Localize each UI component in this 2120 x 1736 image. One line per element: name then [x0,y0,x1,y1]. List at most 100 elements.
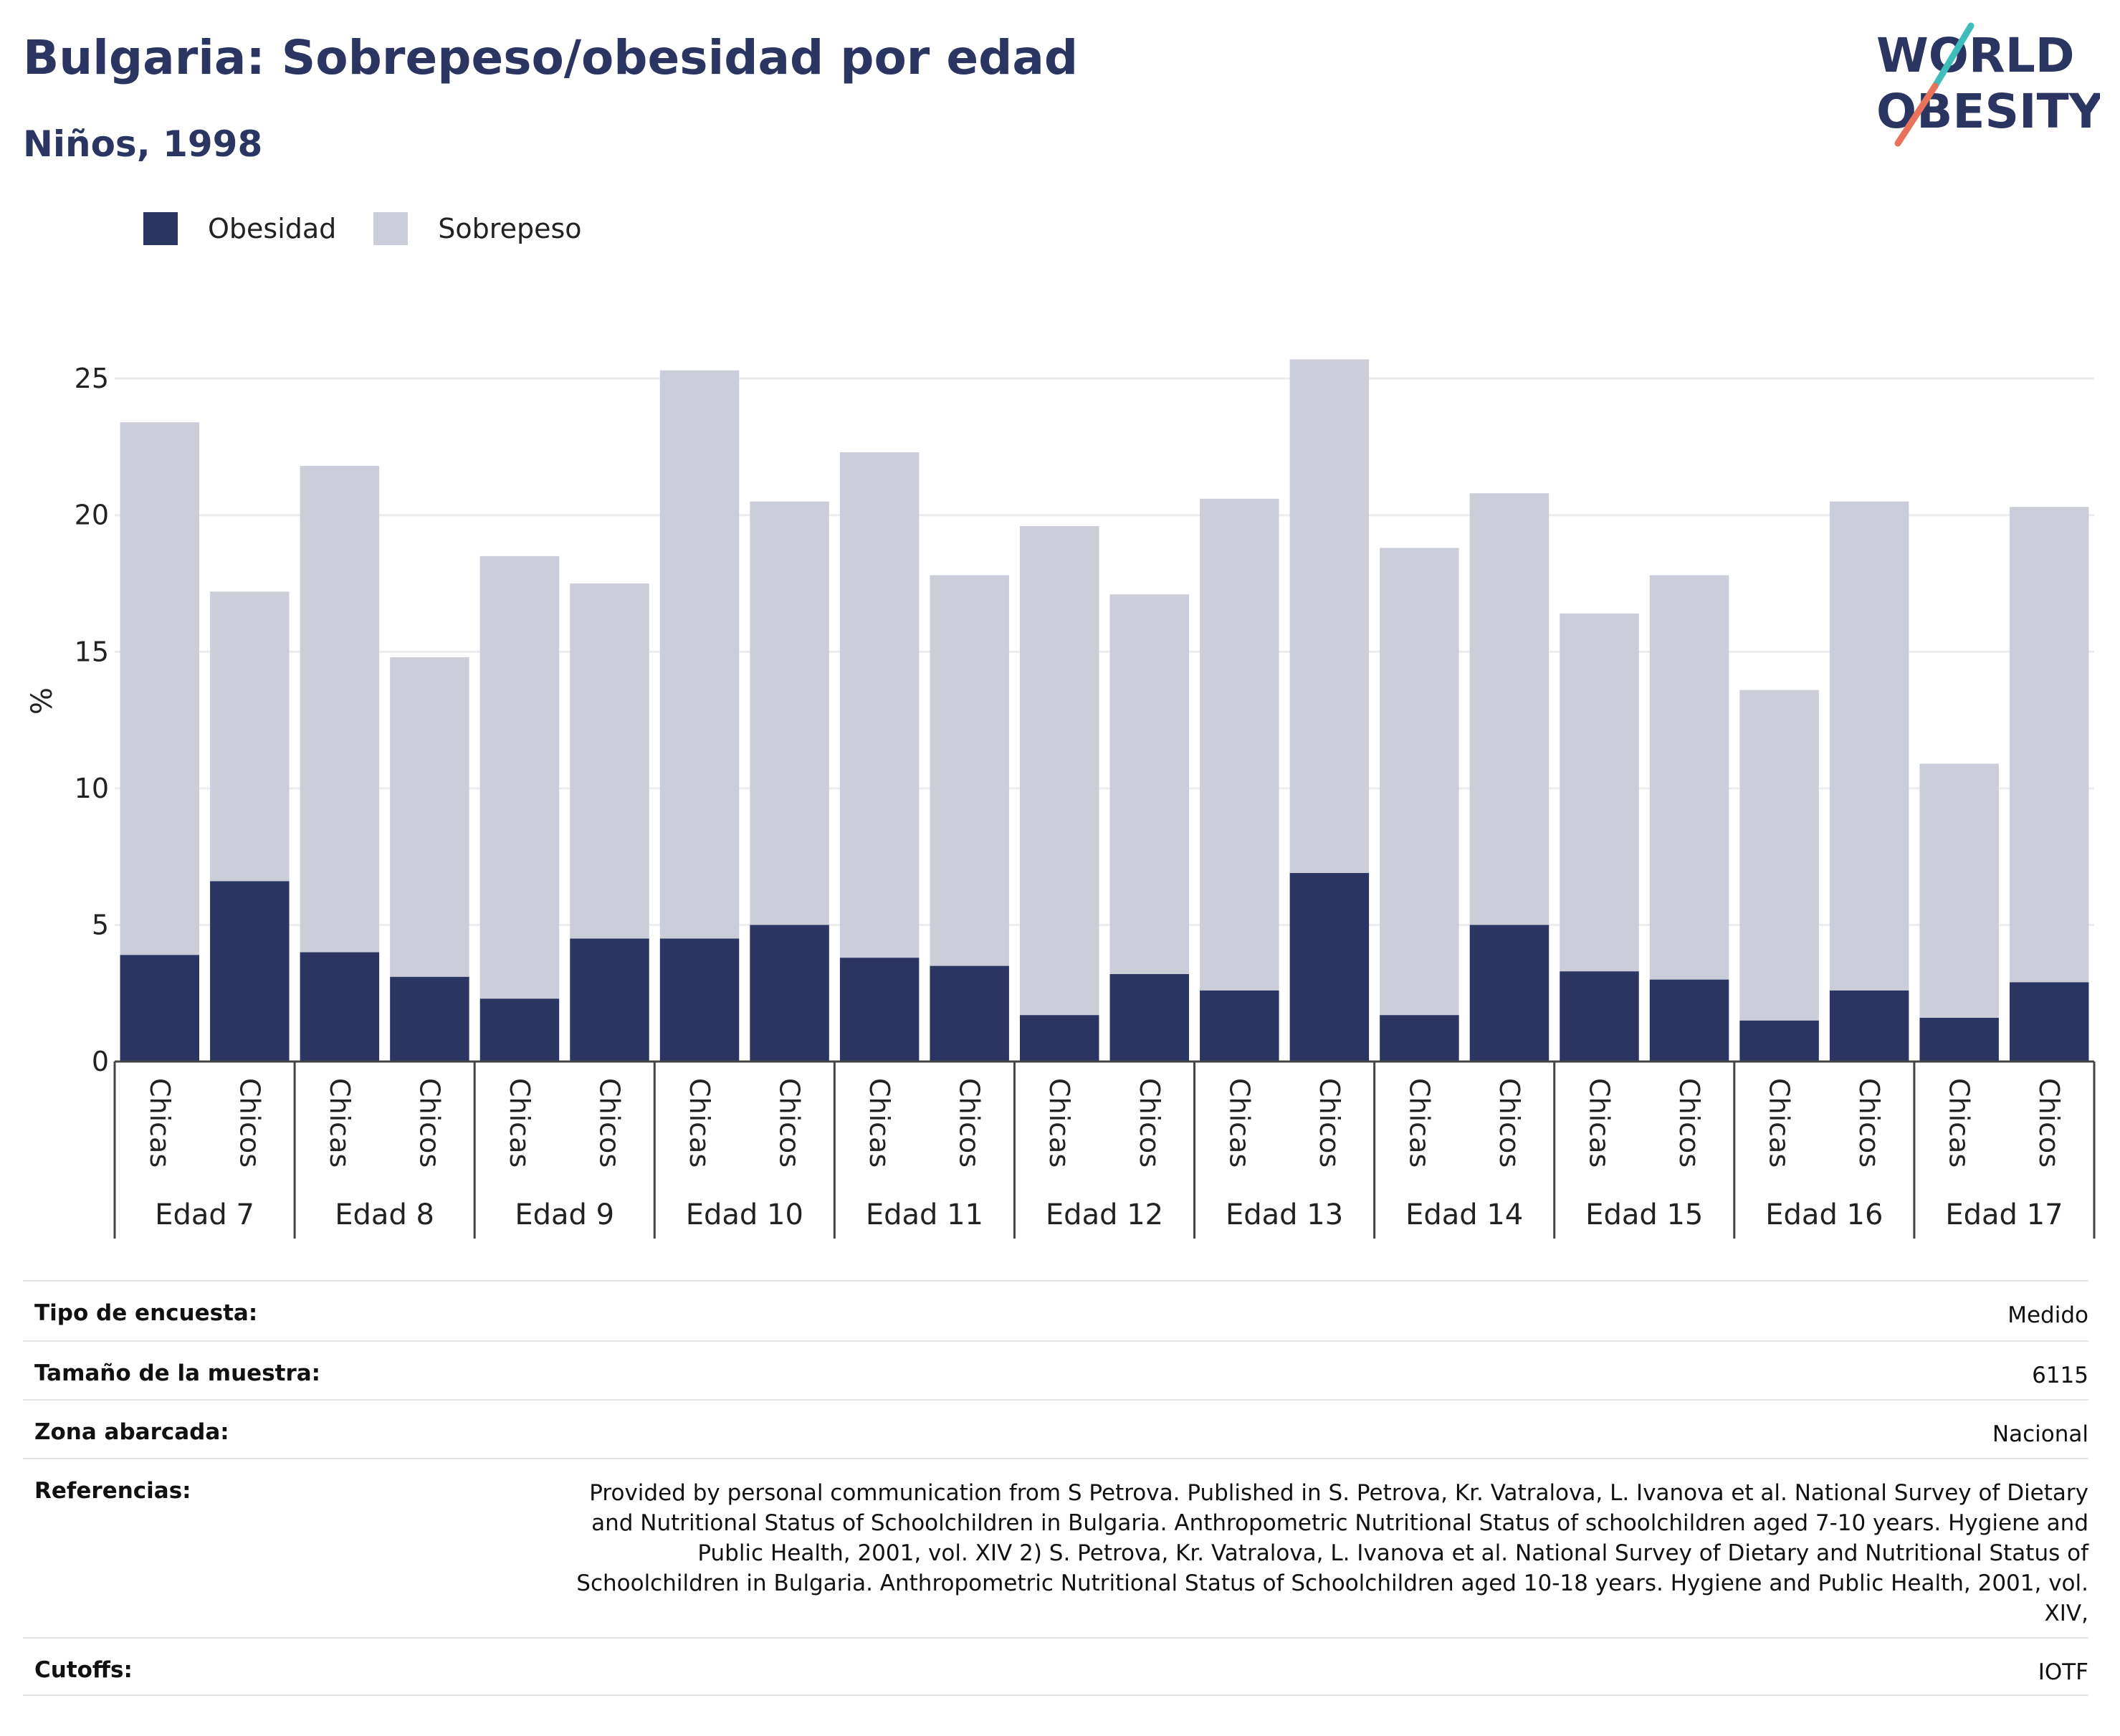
bar-obesity [1380,1015,1459,1062]
bar-chart: 0 5 10 15 20 25% Chicas Chicos Chicas Chicos Chica… [26,359,2096,1239]
x-subcategory-label: Chicas [1944,1078,1975,1168]
bar-obesity [2009,982,2089,1062]
survey-type-label: Tipo de encuesta: [34,1300,258,1326]
x-subcategory-label: Chicos [414,1078,445,1168]
x-group-label: Edad 13 [1226,1198,1343,1231]
legend-item-overweight[interactable]: Sobrepeso [373,212,582,245]
bar-overweight [1829,501,1909,991]
x-subcategory-label: Chicas [1584,1078,1615,1168]
logo-text-obesity: OBESITY [1876,84,2100,139]
x-group-label: Edad 8 [335,1198,434,1231]
bar-obesity [479,998,560,1062]
bar-overweight [300,466,380,953]
y-tick-label: 20 [75,500,109,531]
legend-swatch-obesity [143,212,178,245]
bar-overweight [2009,507,2089,983]
bar-obesity [1469,925,1550,1062]
bar-obesity [570,938,649,1062]
logo-slash-coral [1894,82,1939,147]
x-subcategory-label: Chicas [1403,1078,1435,1168]
area-value: Nacional [1992,1421,2088,1447]
chart-title: Bulgaria: Sobrepeso/obesidad por edad [23,30,1079,85]
chart-subtitle: Niños, 1998 [23,123,263,165]
sample-size-value: 6115 [2032,1363,2088,1388]
chart-legend: Obesidad Sobrepeso [143,212,619,245]
x-subcategory-label: Chicos [1494,1078,1525,1168]
bar-overweight [1380,548,1459,1016]
y-tick-label: 0 [92,1046,109,1077]
bar-overweight [839,452,920,958]
x-group-label: Edad 12 [1046,1198,1163,1231]
legend-label-obesity: Obesidad [208,213,337,244]
bar-overweight [1469,493,1550,925]
x-subcategory-label: Chicos [2033,1078,2065,1168]
x-subcategory-label: Chicas [324,1078,355,1168]
survey-type-row: Tipo de encuesta: Medido [23,1280,2088,1340]
references-value: Provided by personal communication from … [576,1480,2088,1626]
x-subcategory-label: Chicas [1764,1078,1795,1168]
bar-overweight [1739,690,1819,1021]
x-subcategory-label: Chicos [594,1078,626,1168]
bar-obesity [120,955,200,1062]
legend-item-obesity[interactable]: Obesidad [143,212,336,245]
bar-obesity [210,881,290,1062]
bar-obesity [750,925,829,1062]
legend-swatch-overweight [373,212,409,245]
bar-overweight [210,591,290,882]
bar-overweight [390,657,469,977]
cutoffs-value: IOTF [2038,1659,2088,1685]
references-row: Referencias: Provided by personal commun… [23,1458,2088,1637]
bar-obesity [1560,971,1639,1062]
bar-overweight [1200,498,1279,991]
bar-overweight [1289,359,1370,874]
bar-obesity [659,938,740,1062]
bar-obesity [1919,1018,1999,1062]
bar-overweight [120,422,200,955]
x-group-label: Edad 9 [515,1198,614,1231]
bar-obesity [839,958,920,1062]
x-group-label: Edad 15 [1585,1198,1703,1231]
y-tick-label: 15 [75,636,109,667]
x-subcategory-label: Chicas [144,1078,176,1168]
bar-overweight [1919,763,1999,1019]
x-subcategory-label: Chicos [1314,1078,1345,1168]
x-subcategory-label: Chicas [684,1078,715,1168]
x-subcategory-label: Chicos [954,1078,985,1168]
y-tick-label: 10 [75,773,109,804]
x-subcategory-label: Chicos [1134,1078,1165,1168]
area-row: Zona abarcada: Nacional [23,1399,2088,1458]
area-label: Zona abarcada: [34,1419,229,1445]
survey-info-table: Tipo de encuesta: Medido Tamaño de la mu… [23,1280,2088,1696]
x-subcategory-label: Chicas [1223,1078,1255,1168]
legend-label-overweight: Sobrepeso [438,213,582,244]
y-tick-label: 5 [92,909,109,940]
bar-overweight [659,370,740,939]
x-subcategory-label: Chicos [1853,1078,1885,1168]
cutoffs-row: Cutoffs: IOTF [23,1637,2088,1696]
bar-overweight [930,575,1009,966]
bar-obesity [1109,974,1190,1062]
x-group-label: Edad 17 [1945,1198,2063,1231]
x-group-label: Edad 11 [866,1198,983,1231]
bar-obesity [390,976,469,1062]
x-subcategory-label: Chicas [504,1078,535,1168]
x-group-label: Edad 14 [1405,1198,1523,1231]
x-subcategory-label: Chicos [774,1078,806,1168]
logo-text-world: WORLD [1876,28,2075,83]
bar-overweight [570,583,649,939]
x-subcategory-label: Chicos [1673,1078,1705,1168]
x-group-label: Edad 16 [1765,1198,1883,1231]
sample-size-label: Tamaño de la muestra: [34,1360,321,1386]
survey-type-value: Medido [2007,1302,2088,1328]
x-group-label: Edad 10 [686,1198,803,1231]
sample-size-row: Tamaño de la muestra: 6115 [23,1340,2088,1399]
x-group-label: Edad 7 [155,1198,254,1231]
logo-slash-teal [1932,22,1975,90]
bar-overweight [750,501,829,925]
bar-overweight [1019,525,1099,1016]
bar-overweight [1560,613,1639,972]
bar-obesity [1649,979,1729,1062]
bar-obesity [1200,990,1279,1062]
x-subcategory-label: Chicos [234,1078,265,1168]
bar-obesity [300,952,380,1062]
